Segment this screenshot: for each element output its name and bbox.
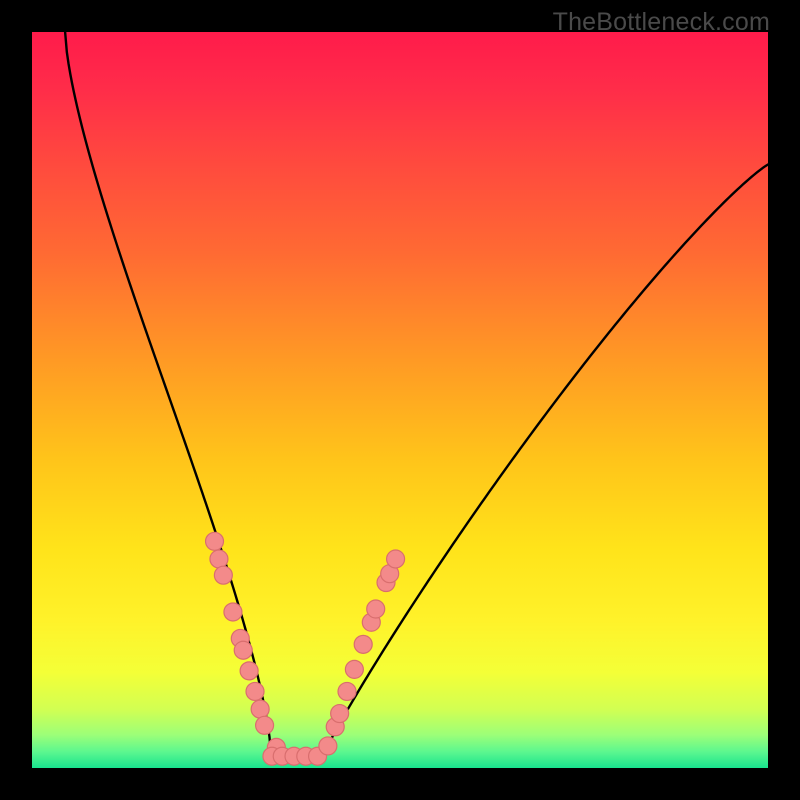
data-marker — [367, 600, 385, 618]
data-marker — [338, 682, 356, 700]
data-marker — [331, 705, 349, 723]
data-marker — [240, 662, 258, 680]
stage: TheBottleneck.com — [0, 0, 800, 800]
data-marker — [319, 737, 337, 755]
data-marker — [214, 566, 232, 584]
data-marker — [387, 550, 405, 568]
data-marker — [251, 700, 269, 718]
plot-area — [32, 32, 768, 768]
curve-layer — [32, 32, 768, 768]
data-marker — [224, 603, 242, 621]
data-marker — [246, 682, 264, 700]
watermark-text: TheBottleneck.com — [553, 8, 770, 37]
bottleneck-curve — [65, 32, 768, 757]
data-marker — [210, 550, 228, 568]
data-marker — [345, 660, 363, 678]
data-marker — [354, 635, 372, 653]
data-marker — [256, 716, 274, 734]
markers-group — [206, 532, 405, 765]
data-marker — [206, 532, 224, 550]
data-marker — [234, 641, 252, 659]
